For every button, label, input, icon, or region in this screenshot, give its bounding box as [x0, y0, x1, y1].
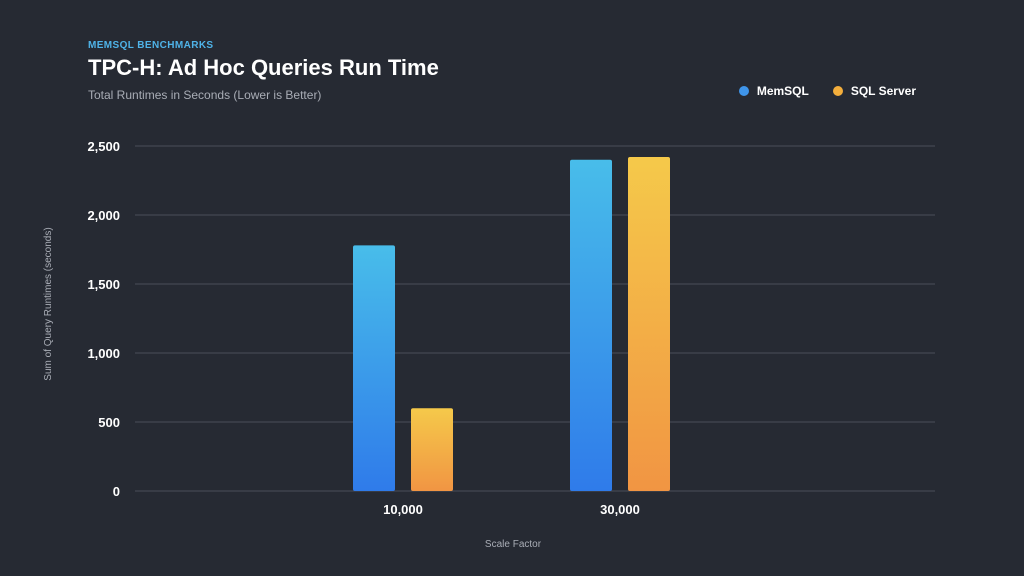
y-tick-label: 1,000: [87, 346, 120, 361]
legend-label-memsql: MemSQL: [756, 84, 809, 98]
bar-memsql-1: [570, 159, 612, 492]
legend-swatch-memsql: [738, 86, 749, 96]
y-tick-label: 2,500: [87, 139, 120, 154]
chart-subtitle: Total Runtimes in Seconds (Lower is Bett…: [88, 88, 322, 102]
x-tick-label: 10,000: [383, 502, 423, 517]
chart-title: TPC-H: Ad Hoc Queries Run Time: [88, 55, 439, 80]
y-tick-label: 500: [98, 415, 120, 430]
y-axis-title: Sum of Query Runtimes (seconds): [43, 227, 54, 380]
bar-sqlserver-1: [628, 157, 670, 492]
chart-legend: MemSQL SQL Server: [738, 84, 916, 98]
x-axis-title: Scale Factor: [485, 539, 542, 550]
chart-eyebrow: MEMSQL BENCHMARKS: [88, 40, 214, 51]
legend-swatch-sqlserver: [832, 86, 843, 96]
legend-label-sqlserver: SQL Server: [850, 84, 916, 98]
x-tick-label: 30,000: [600, 502, 640, 517]
y-tick-label: 1,500: [87, 277, 120, 292]
bar-memsql-0: [353, 245, 395, 491]
bar-sqlserver-0: [411, 408, 453, 491]
legend-item-sqlserver: SQL Server: [832, 84, 916, 98]
legend-item-memsql: MemSQL: [738, 84, 809, 98]
y-tick-label: 0: [113, 484, 120, 499]
y-tick-label: 2,000: [87, 208, 120, 223]
